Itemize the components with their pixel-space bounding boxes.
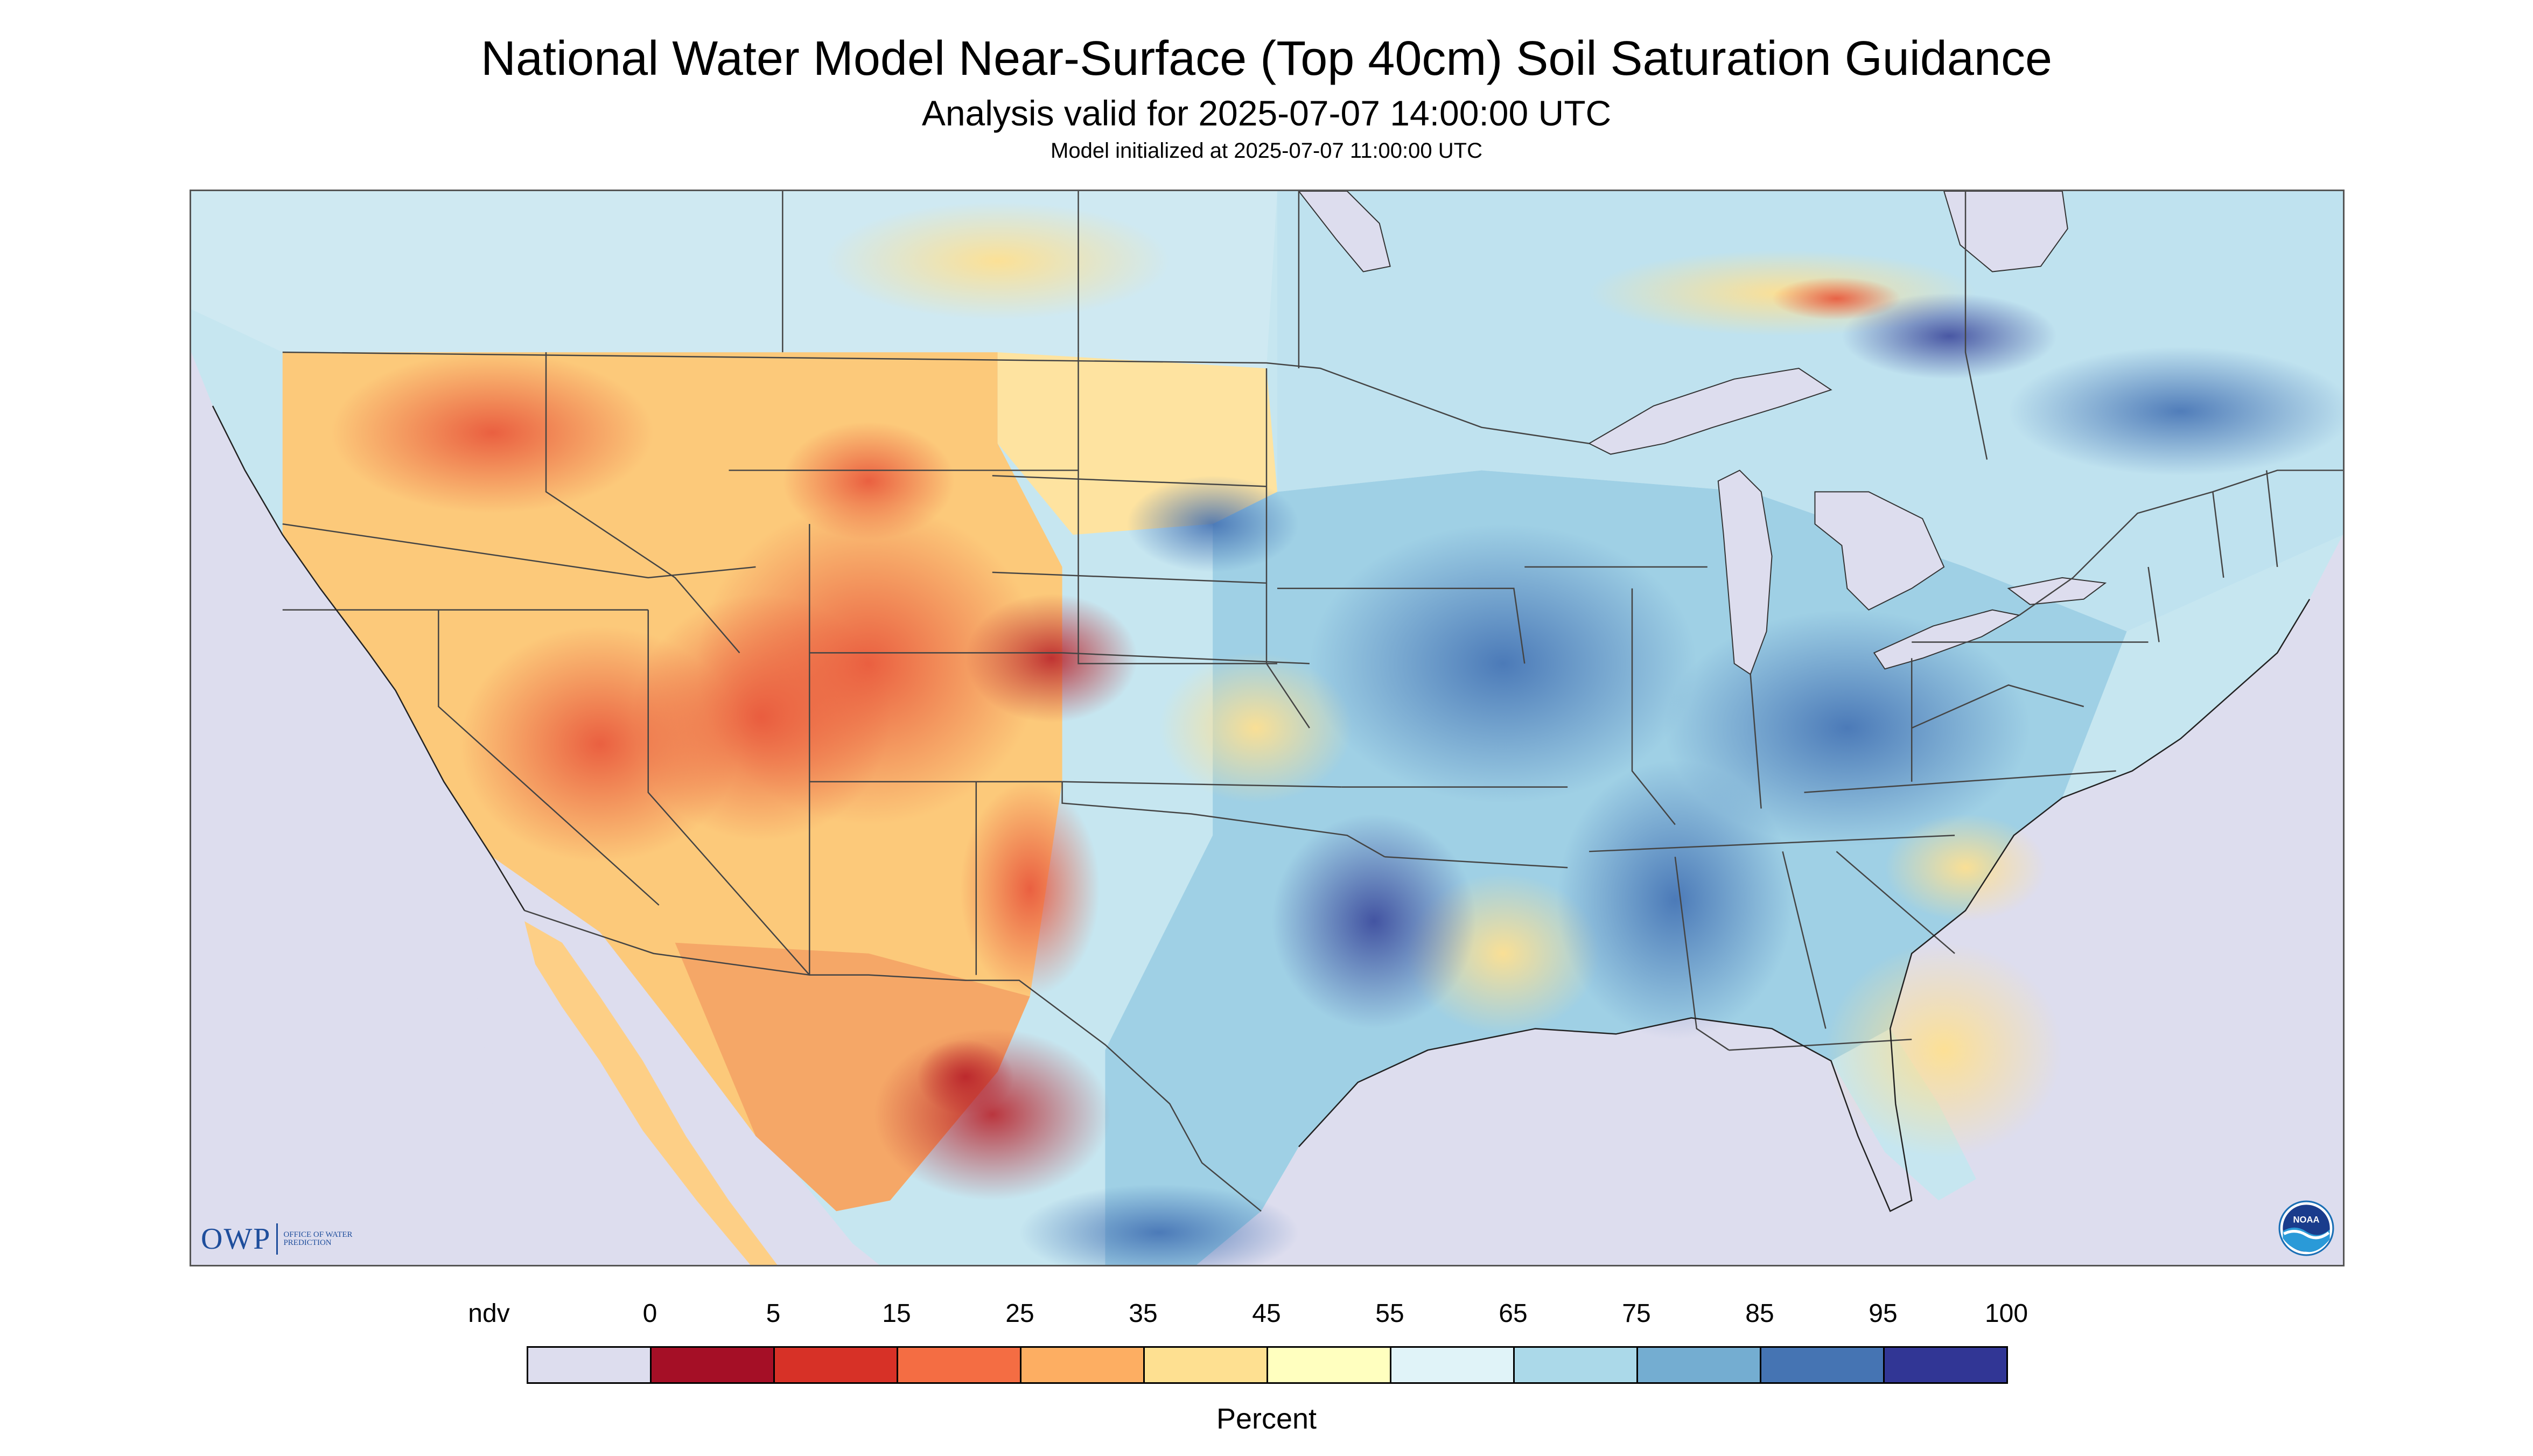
legend-swatch [1020,1346,1145,1384]
border-mn-ia [1265,368,1310,729]
wet-spot-texas [1271,814,1477,1029]
legend-tick-label: 15 [882,1299,911,1328]
noaa-logo-text: NOAA [2293,1215,2320,1225]
lake-michigan [1717,470,1773,675]
wet-spot-ohio-valley [1664,610,2030,846]
gulf-of-mexico [1261,1018,1885,1265]
wet-spot-mexico-south [1019,1184,1299,1265]
alberta-yellow [825,201,1170,320]
legend-swatch [1636,1346,1761,1384]
legend-swatch [1266,1346,1391,1384]
legend-tick-label: 35 [1129,1299,1158,1328]
noaa-logo-wave [2283,1230,2330,1240]
legend-swatch [1513,1346,1638,1384]
border-va-wv [1911,684,2084,729]
legend-swatch [773,1346,898,1384]
legend-swatch [527,1346,652,1384]
legend-swatch [897,1346,1021,1384]
legend-swatch [650,1346,775,1384]
border-wa-or [282,523,756,579]
dry-spot-idaho [782,422,955,541]
border-ga-fl [1729,1039,1912,1051]
legend-tick-label: 0 [642,1299,657,1328]
lake-huron [1814,491,1945,611]
soil-saturation-map: OWP Office of Water Prediction NOAA [190,190,2345,1266]
owp-logo-text: Office of Water Prediction [283,1230,353,1247]
southwest-mexico-dry [675,942,1030,1212]
map-title: National Water Model Near-Surface (Top 4… [480,32,2052,86]
noaa-logo: NOAA [2278,1200,2334,1256]
james-bay [1943,191,2068,272]
lake-winnipeg [1298,191,1391,272]
wet-spot-dakotas [1126,475,1299,572]
border-canada-provinces [782,191,1988,460]
dry-spot-colorado [965,593,1138,723]
legend-tick-label: 100 [1984,1299,2028,1328]
dry-spot-new-mexico [960,781,1100,997]
border-in-oh [1750,674,1762,809]
legend-tick-label: 75 [1622,1299,1651,1328]
wet-spot-mississippi [1557,760,1794,1040]
kansas-yellow [1159,653,1353,803]
wet-spot-quebec [2009,347,2343,476]
southeast-yellow [1825,942,2062,1158]
coastline [212,405,2311,1213]
map-canvas [191,191,2343,1265]
lake-superior [1588,367,1832,455]
legend-tick-label: 5 [766,1299,781,1328]
legend-swatch [1143,1346,1268,1384]
legend-tick-label: 55 [1375,1299,1404,1328]
dry-spot-oregon [331,352,654,514]
legend-unit-label: Percent [1216,1403,1317,1435]
lake-erie [1873,609,2021,670]
canada-moist-region [1277,191,2343,632]
border-dakotas-mn [1077,352,1277,664]
border-ky-tn [1589,835,1955,852]
border-id-mt [545,352,740,654]
noaa-logo-gull [2283,1227,2330,1252]
legend-tick-label: 45 [1252,1299,1281,1328]
border-ar-la [1384,856,1568,869]
owp-logo-divider [276,1223,278,1255]
pacific-ocean [191,352,562,1265]
border-ms-al [1674,857,1730,1051]
dry-spot-sonora-core [916,1039,1014,1115]
border-nd-sd [992,475,1267,487]
carolina-yellow [1885,814,2046,921]
border-nv-ut [647,610,810,976]
lake-ontario [2007,577,2107,605]
legend-swatch [1883,1346,2008,1384]
border-nc-va [1804,770,2116,793]
us-canada-border [282,351,1590,444]
wet-spot-ontario [1842,293,2057,379]
model-init-time: Model initialized at 2025-07-07 11:00:00… [1051,139,1482,163]
legend-tick-label: 65 [1499,1299,1528,1328]
border-al-ga [1782,851,1827,1029]
border-ia-mo [1277,587,1526,664]
us-mexico-border [524,909,1262,1212]
legend-swatch [1760,1346,1885,1384]
legend-tick-label: ndv [468,1299,510,1328]
border-ca-nv [438,610,660,906]
border-ok-tx [1061,781,1386,858]
analysis-valid-time: Analysis valid for 2025-07-07 14:00:00 U… [921,93,1612,133]
owp-logo-mark: OWP [201,1222,271,1256]
legend-swatch [1390,1346,1515,1384]
wet-spot-iowa [1309,524,1697,803]
dry-spot-california [460,626,740,863]
border-sd-ne [992,571,1267,584]
border-new-england [2147,470,2278,642]
border-ne-ks [1062,652,1310,664]
legend-tick-label: 95 [1869,1299,1898,1328]
border-ga-sc [1836,851,1955,954]
us-canada-border-east [2019,470,2343,616]
legend-tick-label: 25 [1005,1299,1034,1328]
political-boundaries [282,191,2343,1212]
baja-peninsula [524,921,778,1265]
legend-tick-label: 85 [1745,1299,1774,1328]
border-il-in [1631,588,1676,825]
border-ks-ok [1062,781,1342,788]
owp-logo: OWP Office of Water Prediction [201,1222,364,1256]
